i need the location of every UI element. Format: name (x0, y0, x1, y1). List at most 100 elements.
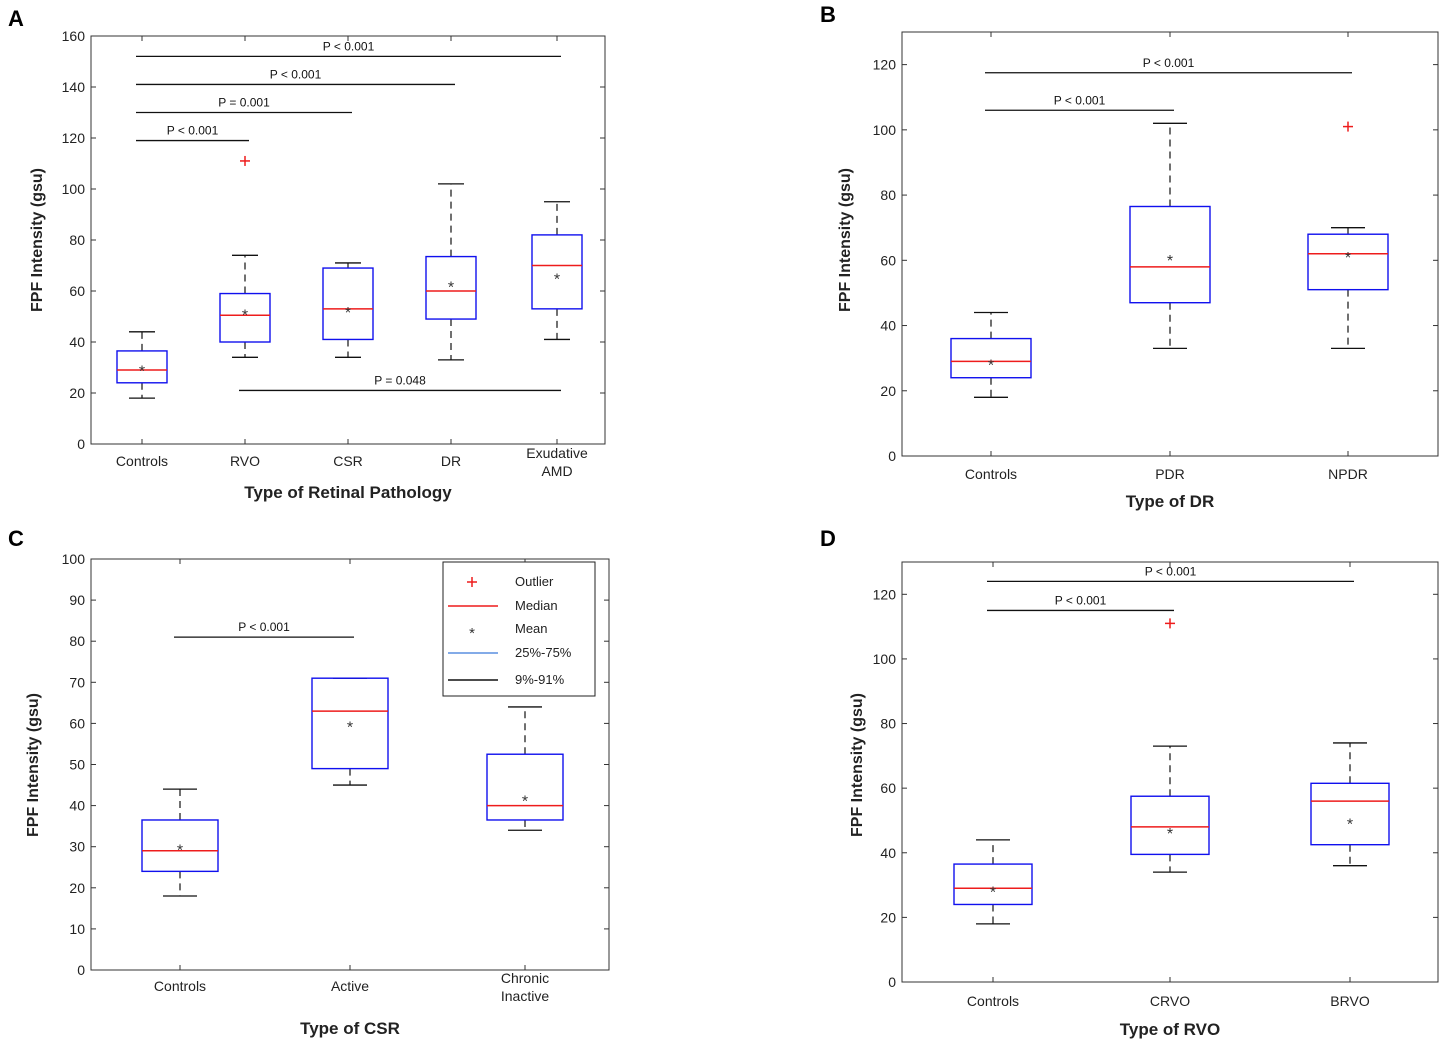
y-tick-label: 60 (880, 252, 896, 268)
legend-mean-symbol: * (469, 625, 475, 642)
x-axis-label: Type of CSR (300, 1019, 400, 1038)
panel-label: C (8, 526, 24, 551)
p-value-label: P < 0.001 (238, 620, 290, 634)
y-axis-label: FPF Intensity (gsu) (29, 168, 46, 312)
y-tick-label: 100 (62, 181, 86, 197)
mean-marker: * (242, 307, 248, 324)
y-tick-label: 20 (69, 385, 85, 401)
legend-entry: Outlier (515, 574, 554, 589)
y-tick-label: 140 (62, 79, 86, 95)
box-2: * (1310, 742, 1390, 867)
y-tick-label: 40 (880, 845, 896, 861)
box-2: * (1307, 121, 1389, 350)
x-tick-label: DR (441, 453, 461, 469)
iqr-box (1130, 795, 1210, 856)
x-tick-label: Controls (154, 978, 206, 994)
y-tick-label: 70 (69, 674, 85, 690)
y-axis-label: FPF Intensity (gsu) (25, 693, 42, 837)
plot-area (90, 35, 606, 445)
y-tick-label: 20 (880, 909, 896, 925)
y-tick-label: 20 (880, 383, 896, 399)
legend-entry: Median (515, 598, 558, 613)
mean-marker: * (988, 357, 994, 374)
y-axis-label: FPF Intensity (gsu) (849, 693, 866, 837)
iqr-box (531, 234, 583, 310)
y-tick-label: 60 (69, 715, 85, 731)
box-0: * (953, 839, 1033, 925)
box-1: * (1130, 618, 1210, 873)
mean-marker: * (1167, 826, 1173, 843)
y-tick-label: 40 (69, 334, 85, 350)
iqr-box (425, 255, 477, 320)
mean-marker: * (990, 884, 996, 901)
panel-label: B (820, 2, 836, 27)
box-0: * (950, 311, 1032, 398)
iqr-box (486, 753, 564, 821)
y-tick-label: 80 (880, 187, 896, 203)
box-1: * (219, 155, 271, 358)
panel-label: D (820, 526, 836, 551)
x-tick-label: Controls (967, 993, 1019, 1009)
legend-entry: 9%-91% (515, 672, 565, 687)
box-2: * (322, 262, 374, 358)
chart-panel-b: B 0 20 40 60 80 100 120 Controls PDR NPDR Type of D… (820, 2, 1439, 511)
y-tick-label: 80 (69, 232, 85, 248)
x-tick-label: Active (331, 978, 369, 994)
mean-marker: * (139, 364, 145, 381)
mean-marker: * (448, 279, 454, 296)
p-value-label: P < 0.001 (1145, 564, 1197, 578)
p-value-label: P = 0.048 (374, 373, 426, 387)
y-tick-label: 50 (69, 757, 85, 773)
y-tick-label: 30 (69, 839, 85, 855)
chart-panel-c: C 0 10 20 30 40 50 60 70 80 90 100 Controls Active Chr… (8, 526, 610, 1038)
x-tick-label: PDR (1155, 466, 1185, 482)
iqr-box (141, 819, 219, 873)
x-tick-label: CRVO (1150, 993, 1190, 1009)
y-tick-label: 20 (69, 880, 85, 896)
box-1: * (1129, 122, 1211, 350)
y-tick-label: 120 (62, 130, 86, 146)
x-tick-label: Exudative (526, 445, 588, 461)
y-tick-label: 40 (880, 318, 896, 334)
y-tick-label: 60 (69, 283, 85, 299)
mean-marker: * (1347, 816, 1353, 833)
x-tick-label: Controls (965, 466, 1017, 482)
y-tick-label: 100 (873, 651, 897, 667)
chart-panel-d: D 0 20 40 60 80 100 120 Controls CRVO BRVO Type of … (820, 526, 1439, 1039)
legend-entry: 25%-75% (515, 645, 572, 660)
p-value-label: P < 0.001 (167, 124, 219, 138)
x-tick-label: BRVO (1330, 993, 1370, 1009)
y-tick-label: 80 (880, 716, 896, 732)
box-0: * (116, 331, 168, 399)
x-tick-label: AMD (541, 463, 572, 479)
legend-box (442, 561, 596, 697)
legend-entry: Mean (515, 621, 548, 636)
p-value-label: P < 0.001 (1054, 93, 1106, 107)
iqr-box (1129, 205, 1211, 304)
x-axis-label: Type of Retinal Pathology (244, 483, 452, 502)
y-tick-label: 100 (873, 122, 897, 138)
x-tick-label: RVO (230, 453, 260, 469)
mean-marker: * (1167, 253, 1173, 270)
x-tick-label: Inactive (501, 988, 549, 1004)
x-tick-label: Chronic (501, 970, 549, 986)
iqr-box (311, 677, 389, 770)
mean-marker: * (554, 272, 560, 289)
y-tick-label: 120 (873, 57, 897, 73)
y-tick-label: 160 (62, 28, 86, 44)
p-value-label: P < 0.001 (270, 67, 322, 81)
y-axis-label: FPF Intensity (gsu) (837, 168, 854, 312)
iqr-box (322, 267, 374, 341)
iqr-box (950, 337, 1032, 379)
panel-label: A (8, 6, 24, 31)
plot-area (901, 31, 1439, 457)
p-value-label: P < 0.001 (1055, 593, 1107, 607)
mean-marker: * (177, 843, 183, 860)
iqr-box (116, 350, 168, 384)
iqr-box (953, 863, 1033, 906)
y-tick-label: 100 (62, 551, 86, 567)
p-value-label: P < 0.001 (323, 39, 375, 53)
iqr-box (1310, 782, 1390, 846)
box-3: * (425, 183, 477, 361)
